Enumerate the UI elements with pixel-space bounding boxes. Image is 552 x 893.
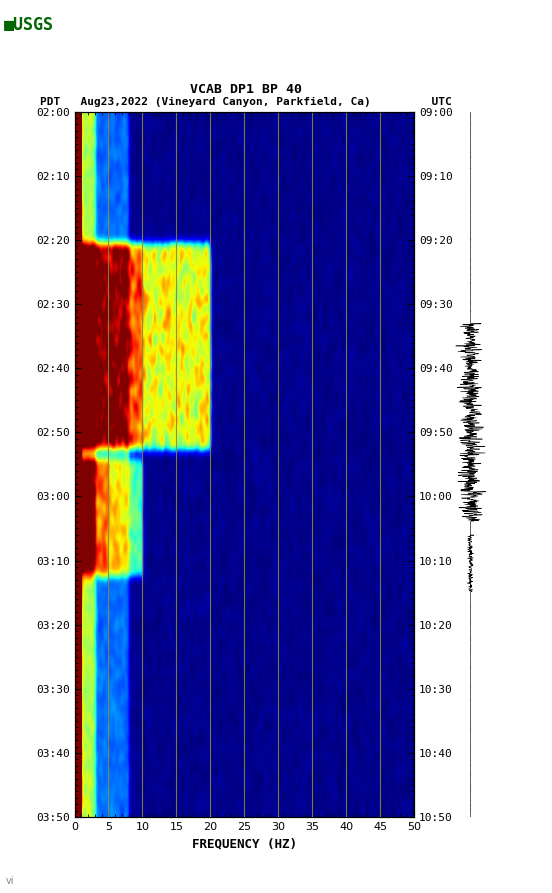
X-axis label: FREQUENCY (HZ): FREQUENCY (HZ) [192, 838, 297, 850]
Text: VCAB DP1 BP 40: VCAB DP1 BP 40 [190, 83, 301, 96]
Text: ■USGS: ■USGS [4, 15, 54, 34]
Text: PDT   Aug23,2022 (Vineyard Canyon, Parkfield, Ca)         UTC: PDT Aug23,2022 (Vineyard Canyon, Parkfie… [40, 97, 452, 107]
Text: vi: vi [6, 876, 14, 886]
